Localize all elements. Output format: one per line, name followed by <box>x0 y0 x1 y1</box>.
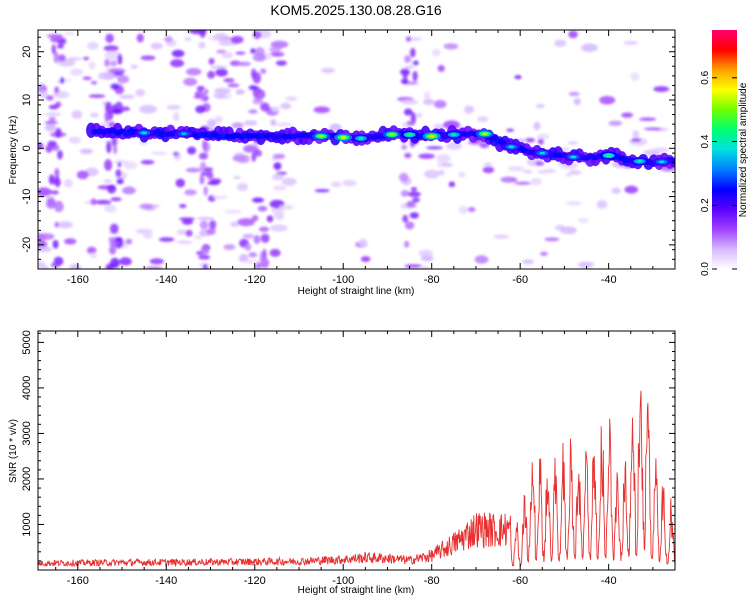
colorbar-tick-label: 0.6 <box>700 70 711 84</box>
colorbar: 0.0 0.2 0.4 0.6 Normalized spectral amplitu… <box>700 30 749 276</box>
snr-xtick-label: -60 <box>512 575 528 587</box>
snr-ytick-label: 1000 <box>21 512 33 536</box>
snr-xtick-label: -40 <box>601 575 617 587</box>
spectrogram-xtick-label: -40 <box>601 274 617 286</box>
figure-title: KOM5.2025.130.08.28.G16 <box>270 2 441 18</box>
spectrogram-xtick-label: -140 <box>155 274 177 286</box>
spectrogram-plot-area <box>38 30 675 269</box>
snr-ytick-label: 3000 <box>21 421 33 445</box>
spectrogram-frame <box>37 29 676 270</box>
colorbar-axes: 0.0 0.2 0.4 0.6 <box>700 70 737 276</box>
spectrogram-xtick-label: -120 <box>244 274 266 286</box>
snr-ytick-label: 2000 <box>21 467 33 491</box>
spectrogram-xtick-label: -60 <box>512 274 528 286</box>
snr-frame <box>37 330 676 571</box>
spectrogram-ytick-label: -10 <box>21 189 33 205</box>
snr-xtick-label: -100 <box>332 575 354 587</box>
spectrogram-ytick-label: 0 <box>21 145 33 151</box>
spectrogram-ylabel: Frequency (Hz) <box>8 116 19 185</box>
spectrogram-ridge <box>86 122 675 171</box>
colorbar-label: Normalized spectral amplitude <box>738 82 749 217</box>
snr-plot-area <box>38 390 675 568</box>
snr-panel: -160 -140 -120 -100 -80 -60 -40 1000 2000 3000 400… <box>8 330 676 596</box>
snr-xtick-label: -80 <box>424 575 440 587</box>
snr-ytick-label: 5000 <box>21 330 33 354</box>
spectrogram-xtick-label: -160 <box>67 274 89 286</box>
spectrogram-xtick-label: -100 <box>332 274 354 286</box>
snr-xtick-label: -120 <box>244 575 266 587</box>
spectrogram-xlabel: Height of straight line (km) <box>298 286 415 297</box>
snr-series-line <box>38 390 675 568</box>
colorbar-tick-label: 0.4 <box>700 134 711 148</box>
snr-xtick-label: -160 <box>67 575 89 587</box>
spectrogram-ytick-label: -20 <box>21 237 33 253</box>
snr-ylabel: SNR (10 * v/v) <box>8 419 19 483</box>
snr-xlabel: Height of straight line (km) <box>298 585 415 596</box>
snr-axes: -160 -140 -120 -100 -80 -60 -40 1000 2000 3000 400… <box>21 330 676 587</box>
spectrogram-xtick-label: -80 <box>424 274 440 286</box>
colorbar-gradient <box>712 30 737 269</box>
spectrogram-ytick-label: 10 <box>21 94 33 106</box>
colorbar-tick-label: 0.0 <box>700 262 711 276</box>
spectrogram-ytick-label: 20 <box>21 46 33 58</box>
snr-xtick-label: -140 <box>155 575 177 587</box>
colorbar-tick-label: 0.2 <box>700 198 711 212</box>
snr-ytick-label: 4000 <box>21 376 33 400</box>
